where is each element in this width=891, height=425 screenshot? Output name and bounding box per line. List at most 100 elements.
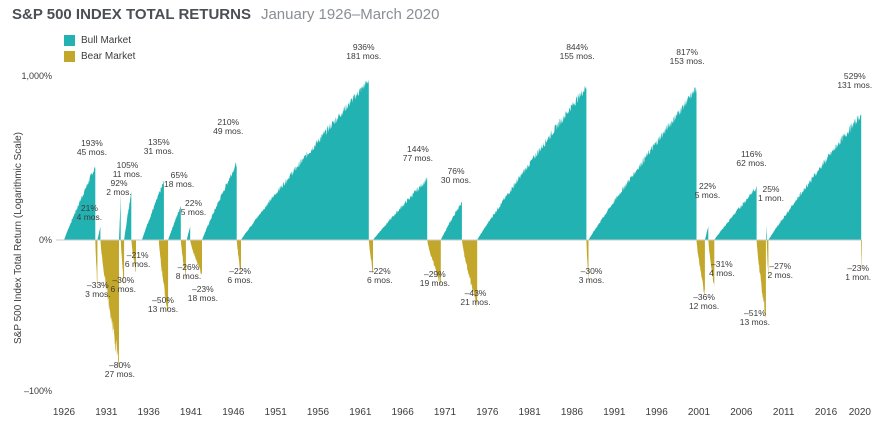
bull-return-label: 22% [699, 181, 716, 191]
x-tick-label-15: 2001 [688, 407, 711, 418]
bull-duration-label: 11 mos. [113, 169, 143, 179]
bull-label-2: 92%2 mos. [106, 178, 132, 197]
bear-market-area-9 [427, 240, 441, 286]
bear-return-label: –23% [192, 284, 214, 294]
chart-title: S&P 500 INDEX TOTAL RETURNS [12, 6, 251, 23]
x-tick-label-18: 2016 [815, 407, 838, 418]
bear-market-area-15 [766, 240, 769, 281]
bull-label-16: 529%131 mos. [837, 71, 872, 90]
bull-label-4: 135%31 mos. [144, 137, 174, 156]
bull-market-area-14 [714, 186, 757, 240]
bear-duration-label: 3 mos. [579, 275, 605, 285]
bull-label-15: 25%1 mon. [758, 184, 784, 203]
bull-duration-label: 1 mon. [758, 193, 784, 203]
bull-return-label: 92% [111, 178, 128, 188]
bull-duration-label: 49 mos. [213, 126, 243, 136]
legend-item-bear: Bear Market [64, 48, 135, 64]
bull-duration-label: 18 mos. [164, 179, 194, 189]
x-tick-label-9: 1971 [434, 407, 457, 418]
bull-return-label: 817% [676, 47, 698, 57]
bull-duration-label: 2 mos. [106, 187, 132, 197]
bull-duration-label: 77 mos. [403, 153, 433, 163]
bear-market-area-7 [236, 240, 241, 274]
y-axis-label: S&P 500 Index Total Return (Logarithmic … [13, 132, 24, 344]
bear-market-area-8 [368, 240, 373, 274]
bear-return-label: –26% [178, 262, 200, 272]
bull-duration-label: 153 mos. [670, 56, 705, 66]
x-tick-label-10: 1976 [476, 407, 499, 418]
bear-return-label: –33% [87, 280, 109, 290]
x-tick-label-5: 1951 [265, 407, 288, 418]
bear-label-14: –51%13 mos. [740, 308, 770, 327]
x-tick-label-6: 1956 [307, 407, 330, 418]
bull-duration-label: 5 mos. [181, 207, 207, 217]
bear-return-label: –80% [109, 360, 131, 370]
bull-market-area-7 [202, 162, 237, 240]
bull-return-label: 21% [81, 203, 98, 213]
bear-market-area-10 [461, 240, 478, 309]
bear-label-10: –43%21 mos. [460, 288, 490, 307]
bear-duration-label: 3 mos. [85, 289, 111, 299]
y-tick-label-1: 0% [39, 235, 52, 245]
bull-return-label: 25% [762, 184, 779, 194]
bear-market-area-13 [708, 240, 715, 287]
bull-return-label: 105% [117, 160, 139, 170]
bull-label-9: 144%77 mos. [403, 144, 433, 163]
bull-duration-label: 30 mos. [441, 175, 471, 185]
series-layer [64, 80, 862, 369]
bull-label-14: 116%62 mos. [736, 149, 766, 168]
x-tick-label-4: 1946 [222, 407, 245, 418]
bear-duration-label: 13 mos. [740, 317, 770, 327]
bull-market-area-11 [477, 85, 587, 241]
bull-return-label: 116% [741, 149, 763, 159]
bear-market-area-5 [180, 240, 186, 281]
legend-swatch-bear [64, 50, 75, 62]
bear-label-0: –33%3 mos. [85, 280, 111, 299]
bull-return-label: 22% [185, 198, 202, 208]
bear-label-4: –50%13 mos. [148, 295, 178, 314]
bear-duration-label: 19 mos. [420, 278, 450, 288]
bull-return-label: 529% [844, 71, 866, 81]
x-tick-label-0: 1926 [53, 407, 76, 418]
bear-market-area-14 [756, 240, 766, 318]
bull-label-12: 817%153 mos. [670, 47, 705, 66]
bull-market-area-15 [765, 224, 767, 240]
bull-label-0: 193%45 mos. [77, 138, 107, 157]
bear-label-7: –22%6 mos. [227, 266, 253, 285]
bear-return-label: –51% [744, 308, 766, 318]
bear-market-area-12 [696, 240, 705, 296]
bull-market-area-10 [440, 201, 462, 240]
bear-duration-label: 2 mos. [768, 270, 794, 280]
x-tick-label-3: 1941 [180, 407, 203, 418]
bear-return-label: –30% [112, 275, 134, 285]
bull-return-label: 144% [407, 144, 429, 154]
bull-market-area-9 [373, 177, 428, 240]
x-tick-label-12: 1986 [561, 407, 584, 418]
bull-return-label: 135% [148, 137, 170, 147]
bull-market-area-3 [124, 190, 132, 240]
bear-duration-label: 6 mos. [125, 259, 151, 269]
bear-label-11: –30%3 mos. [579, 266, 605, 285]
x-tick-label-19: 2020 [849, 407, 872, 418]
bear-duration-label: 18 mos. [188, 293, 218, 303]
bull-label-7: 210%49 mos. [213, 117, 243, 136]
legend: Bull Market Bear Market [64, 32, 135, 64]
bull-market-area-12 [588, 87, 697, 240]
x-tick-label-2: 1936 [138, 407, 161, 418]
bear-return-label: –23% [847, 263, 869, 273]
bull-duration-label: 62 mos. [736, 158, 766, 168]
bear-label-2: –30%6 mos. [111, 275, 137, 294]
data-label-layer: 193%45 mos.21%4 mos.92%2 mos.105%11 mos.… [77, 42, 873, 379]
bull-market-area-2 [119, 195, 121, 240]
bull-market-area-1 [97, 227, 101, 240]
bull-duration-label: 4 mos. [77, 212, 103, 222]
bull-return-label: 844% [566, 42, 588, 52]
bull-market-area-16 [768, 114, 862, 240]
bear-duration-label: 6 mos. [111, 284, 137, 294]
bull-return-label: 210% [217, 117, 239, 127]
bear-label-13: –31%4 mos. [709, 259, 735, 278]
bull-label-1: 21%4 mos. [77, 203, 103, 222]
chart-title-block: S&P 500 INDEX TOTAL RETURNS January 1926–… [12, 6, 439, 23]
bear-label-12: –36%12 mos. [689, 292, 719, 311]
bear-return-label: –29% [424, 269, 446, 279]
